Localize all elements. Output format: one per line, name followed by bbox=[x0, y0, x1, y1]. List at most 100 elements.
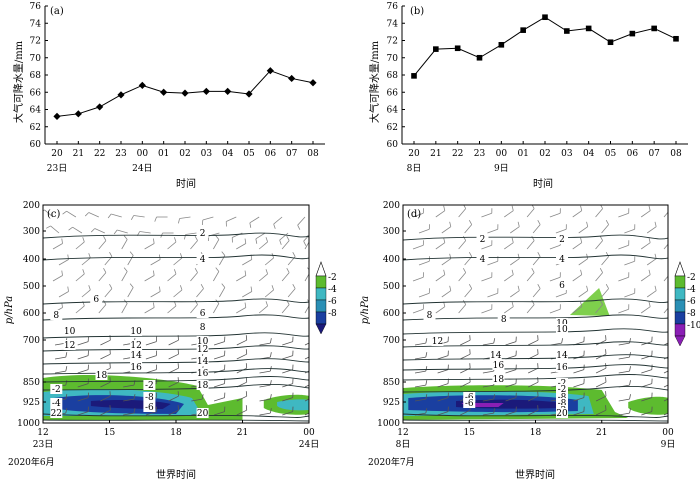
wind-barb-flag bbox=[82, 301, 85, 307]
panel-d-contour-label: 8 bbox=[501, 315, 507, 325]
wind-barb-flag bbox=[462, 235, 467, 241]
shade-cyan-right bbox=[277, 399, 309, 411]
panel-c-contour-label-bg bbox=[50, 384, 63, 394]
wind-barb-flag bbox=[273, 223, 276, 229]
wind-barb-flag bbox=[425, 408, 428, 414]
panel-c-contour-label: 8 bbox=[200, 323, 206, 333]
panel-b-point bbox=[673, 35, 679, 42]
panel-d-contour-label: 2 bbox=[559, 235, 565, 245]
wind-barb bbox=[549, 276, 561, 282]
wind-barb-flag bbox=[511, 237, 514, 243]
panel-b-x-tick-label: 00 bbox=[496, 149, 508, 159]
wind-barb-flag bbox=[153, 302, 155, 308]
wind-barb bbox=[618, 308, 629, 314]
wind-barb-flag bbox=[244, 270, 247, 276]
wind-barb bbox=[640, 306, 651, 314]
panel-a-x-tick-label: 03 bbox=[201, 149, 213, 159]
wind-barb bbox=[117, 229, 128, 234]
panel-c-contour-label: 12 bbox=[197, 345, 208, 355]
wind-barb-flag bbox=[88, 285, 91, 291]
panel-a-y-tick-label: 66 bbox=[30, 88, 42, 98]
wind-barb bbox=[213, 271, 220, 282]
panel-c-contour-label-bg bbox=[196, 254, 209, 264]
wind-barb-flag bbox=[443, 205, 446, 211]
wind-barb bbox=[670, 225, 677, 233]
panel-d-contour-label-bg bbox=[556, 280, 568, 290]
panel-a-point bbox=[309, 79, 317, 87]
panel-b-point bbox=[542, 14, 548, 21]
wind-barb-flag bbox=[113, 229, 118, 235]
wind-barb-flag bbox=[517, 253, 520, 259]
wind-barb bbox=[555, 228, 567, 234]
wind-barb bbox=[81, 257, 91, 266]
panel-a-point bbox=[160, 88, 168, 96]
wind-barb bbox=[641, 397, 652, 402]
wind-barb bbox=[528, 339, 539, 346]
panel-c-colorbar-segment bbox=[315, 299, 327, 313]
panel-d-colorbar-segment bbox=[674, 311, 686, 325]
wind-barb-flag bbox=[265, 301, 268, 307]
wind-barb-flag bbox=[65, 380, 68, 386]
wind-barb-flag bbox=[517, 285, 520, 291]
wind-barb bbox=[505, 369, 517, 374]
wind-barb-flag bbox=[286, 235, 290, 241]
wind-barb bbox=[601, 288, 609, 298]
wind-barb bbox=[66, 210, 77, 218]
wind-barb bbox=[487, 228, 498, 234]
panel-d-contour-label: 8 bbox=[427, 311, 433, 321]
wind-barb bbox=[578, 226, 588, 234]
wind-barb bbox=[202, 216, 214, 221]
wind-barb bbox=[213, 397, 225, 402]
wind-barb-flag bbox=[443, 237, 446, 243]
panel-c-contour-label-bg bbox=[196, 408, 209, 418]
panel-a-point bbox=[96, 103, 104, 111]
panel-c-contour-label: 12 bbox=[130, 341, 141, 351]
wind-barb-flag bbox=[443, 269, 446, 275]
contour-line bbox=[403, 374, 668, 381]
panel-d-contour-label-bg bbox=[431, 336, 444, 346]
panel-c-colorbar-label: -6 bbox=[328, 297, 337, 307]
panel-c-x-date-label: 23日 bbox=[33, 439, 53, 450]
wind-barb-flag bbox=[244, 238, 247, 244]
wind-barb-flag bbox=[269, 352, 272, 358]
panel-c-contour-label-bg bbox=[50, 408, 63, 418]
panel-c-y-tick-label: 700 bbox=[23, 336, 40, 346]
panel-d-contour-label-bg bbox=[556, 318, 568, 328]
wind-barb bbox=[139, 231, 151, 234]
panel-b-x-tick-label: 23 bbox=[474, 149, 486, 159]
wind-barb-flag bbox=[599, 235, 603, 241]
wind-barb-flag bbox=[517, 221, 520, 227]
panel-a-point bbox=[74, 110, 82, 118]
wind-barb bbox=[264, 257, 274, 266]
wind-barb-flag bbox=[586, 221, 589, 227]
panel-c-contour-label: 12 bbox=[64, 341, 75, 351]
panel-d-contour-label-bg bbox=[476, 234, 489, 244]
wind-barb bbox=[304, 273, 309, 282]
panel-c-colorbar-cap bbox=[315, 261, 327, 277]
wind-barb bbox=[145, 355, 157, 360]
wind-barb bbox=[414, 398, 426, 402]
panel-b-y-tick-label: 68 bbox=[387, 71, 399, 81]
wind-barb-flag bbox=[178, 218, 180, 224]
panel-d-x-tick-label: 15 bbox=[464, 428, 476, 438]
panel-c-contour-label: 18 bbox=[197, 381, 209, 391]
wind-barb bbox=[100, 409, 111, 416]
wind-barb bbox=[98, 272, 107, 282]
contour-line bbox=[403, 328, 668, 335]
wind-barb-flag bbox=[425, 380, 428, 386]
wind-barb bbox=[640, 242, 651, 250]
wind-barb bbox=[75, 305, 85, 314]
panel-a-x-tick-label: 06 bbox=[265, 149, 277, 159]
panel-a-point bbox=[117, 91, 125, 99]
panel-b-x-date-label: 9日 bbox=[494, 163, 509, 174]
wind-barb-flag bbox=[43, 209, 45, 212]
wind-barb bbox=[504, 274, 514, 282]
wind-barb bbox=[98, 304, 107, 314]
wind-barb-flag bbox=[123, 267, 128, 272]
wind-barb bbox=[255, 232, 266, 240]
contour-line bbox=[43, 383, 309, 391]
contour-line bbox=[43, 314, 309, 321]
panel-c-contour-label: -2 bbox=[52, 385, 61, 395]
contour-line bbox=[403, 254, 668, 261]
